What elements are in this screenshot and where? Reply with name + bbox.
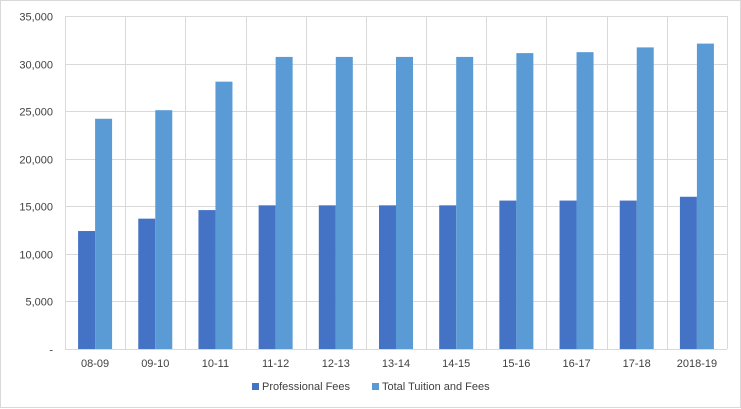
bar-professional-fees <box>258 205 276 349</box>
bar-total-tuition-and-fees <box>516 53 534 349</box>
legend-label: Professional Fees <box>262 381 351 393</box>
y-tick-label: 30,000 <box>19 60 53 72</box>
y-tick-label: 35,000 <box>19 12 53 24</box>
x-tick-label: 15-16 <box>502 358 530 370</box>
y-tick-label: 5,000 <box>25 297 53 309</box>
x-tick-label: 08-09 <box>81 358 109 370</box>
bar-professional-fees <box>439 205 457 349</box>
bar-professional-fees <box>499 200 517 349</box>
x-tick-label: 14-15 <box>442 358 470 370</box>
bar-professional-fees <box>138 218 156 349</box>
y-tick-label: 15,000 <box>19 202 53 214</box>
x-axis-tick-labels: 08-09 09-10 10-11 11-12 12-13 13-14 14-15 15-16… <box>81 358 717 370</box>
bar-professional-fees <box>318 205 336 349</box>
legend: Professional Fees Total Tuition and Fees <box>252 381 490 393</box>
bar-total-tuition-and-fees <box>696 43 714 349</box>
x-tick-label: 13-14 <box>382 358 410 370</box>
bar-total-tuition-and-fees <box>396 56 413 349</box>
x-tick-label: 2018-19 <box>677 358 717 370</box>
legend-label: Total Tuition and Fees <box>382 381 490 393</box>
bar-total-tuition-and-fees <box>95 118 113 349</box>
bar-professional-fees <box>198 210 216 349</box>
x-tick-label: 11-12 <box>262 358 289 370</box>
bar-total-tuition-and-fees <box>335 56 353 349</box>
x-tick-label: 12-13 <box>322 358 350 370</box>
bar-total-tuition-and-fees <box>576 52 594 349</box>
bar-total-tuition-and-fees <box>155 110 173 349</box>
legend-swatch <box>252 383 259 390</box>
x-tick-label: 17-18 <box>623 358 651 370</box>
bar-professional-fees <box>619 200 637 349</box>
y-tick-label: 25,000 <box>19 107 53 119</box>
y-tick-label: 10,000 <box>19 250 53 262</box>
bar-professional-fees <box>679 196 697 349</box>
bar-total-tuition-and-fees <box>636 47 654 349</box>
bar-total-tuition-and-fees <box>215 81 233 350</box>
y-tick-label: - <box>49 345 53 357</box>
bars <box>78 43 714 350</box>
y-tick-label: 20,000 <box>19 155 53 167</box>
x-tick-label: 10-11 <box>202 358 229 370</box>
x-tick-label: 16-17 <box>562 358 590 370</box>
bar-total-tuition-and-fees <box>456 56 474 349</box>
bar-professional-fees <box>78 231 96 349</box>
legend-swatch <box>372 383 379 390</box>
y-axis-tick-labels: - 5,000 10,000 15,000 20,000 25,000 30,000 35,0… <box>19 12 53 357</box>
bar-total-tuition-and-fees <box>275 56 293 349</box>
x-tick-label: 09-10 <box>141 358 169 370</box>
bar-professional-fees <box>379 205 396 349</box>
bar-professional-fees <box>559 200 577 349</box>
